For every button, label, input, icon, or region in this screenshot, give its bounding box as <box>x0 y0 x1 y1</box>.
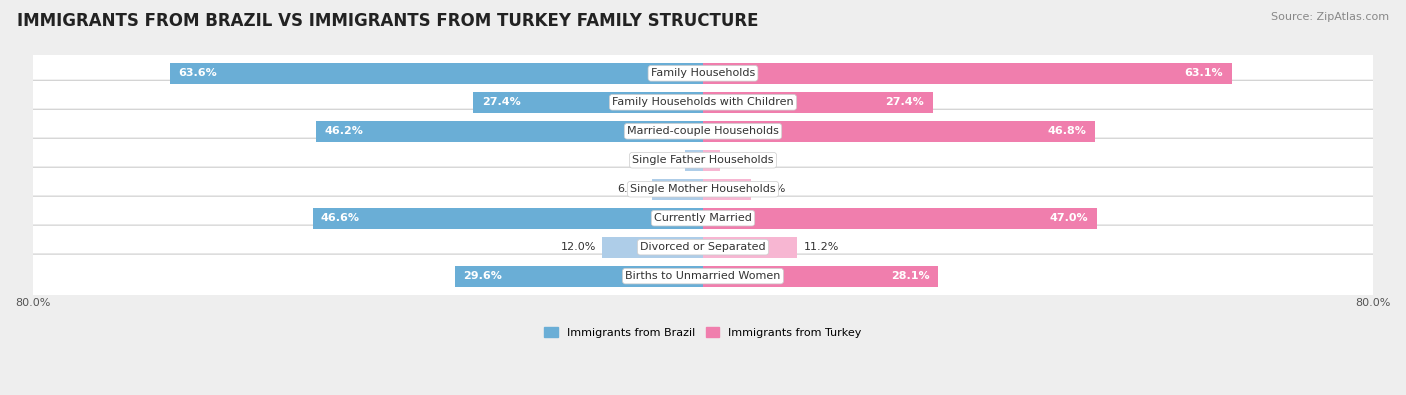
Text: 5.7%: 5.7% <box>758 184 786 194</box>
Bar <box>312 208 703 229</box>
Bar <box>703 179 751 199</box>
Text: Single Father Households: Single Father Households <box>633 155 773 165</box>
Bar <box>474 92 703 113</box>
Bar <box>652 179 703 199</box>
FancyBboxPatch shape <box>30 51 1376 95</box>
FancyBboxPatch shape <box>30 196 1376 240</box>
Bar <box>703 237 797 258</box>
Text: Source: ZipAtlas.com: Source: ZipAtlas.com <box>1271 12 1389 22</box>
Text: Currently Married: Currently Married <box>654 213 752 223</box>
Text: IMMIGRANTS FROM BRAZIL VS IMMIGRANTS FROM TURKEY FAMILY STRUCTURE: IMMIGRANTS FROM BRAZIL VS IMMIGRANTS FRO… <box>17 12 758 30</box>
Bar <box>703 208 1097 229</box>
Text: 46.2%: 46.2% <box>325 126 363 136</box>
Bar <box>170 63 703 84</box>
FancyBboxPatch shape <box>30 225 1376 269</box>
Bar <box>685 150 703 171</box>
Text: 29.6%: 29.6% <box>464 271 502 281</box>
Text: Family Households: Family Households <box>651 68 755 78</box>
FancyBboxPatch shape <box>30 109 1376 153</box>
Bar <box>316 121 703 142</box>
Text: Single Mother Households: Single Mother Households <box>630 184 776 194</box>
Text: 11.2%: 11.2% <box>804 242 839 252</box>
Text: Births to Unmarried Women: Births to Unmarried Women <box>626 271 780 281</box>
Text: 46.8%: 46.8% <box>1047 126 1087 136</box>
Bar <box>703 121 1095 142</box>
Bar <box>703 266 938 286</box>
Text: Divorced or Separated: Divorced or Separated <box>640 242 766 252</box>
Text: 27.4%: 27.4% <box>482 97 520 107</box>
Text: Married-couple Households: Married-couple Households <box>627 126 779 136</box>
Text: 28.1%: 28.1% <box>891 271 929 281</box>
Text: Family Households with Children: Family Households with Children <box>612 97 794 107</box>
Text: 47.0%: 47.0% <box>1050 213 1088 223</box>
FancyBboxPatch shape <box>30 254 1376 298</box>
Text: 46.6%: 46.6% <box>321 213 360 223</box>
FancyBboxPatch shape <box>30 138 1376 182</box>
Text: 12.0%: 12.0% <box>561 242 596 252</box>
Text: 27.4%: 27.4% <box>886 97 924 107</box>
FancyBboxPatch shape <box>30 80 1376 124</box>
Text: 2.2%: 2.2% <box>650 155 678 165</box>
Bar <box>703 150 720 171</box>
Bar <box>703 92 932 113</box>
Legend: Immigrants from Brazil, Immigrants from Turkey: Immigrants from Brazil, Immigrants from … <box>540 323 866 342</box>
Text: 2.0%: 2.0% <box>727 155 755 165</box>
Text: 63.6%: 63.6% <box>179 68 218 78</box>
Bar <box>703 63 1232 84</box>
Text: 63.1%: 63.1% <box>1185 68 1223 78</box>
Bar <box>456 266 703 286</box>
FancyBboxPatch shape <box>30 167 1376 211</box>
Bar <box>602 237 703 258</box>
Text: 6.1%: 6.1% <box>617 184 645 194</box>
